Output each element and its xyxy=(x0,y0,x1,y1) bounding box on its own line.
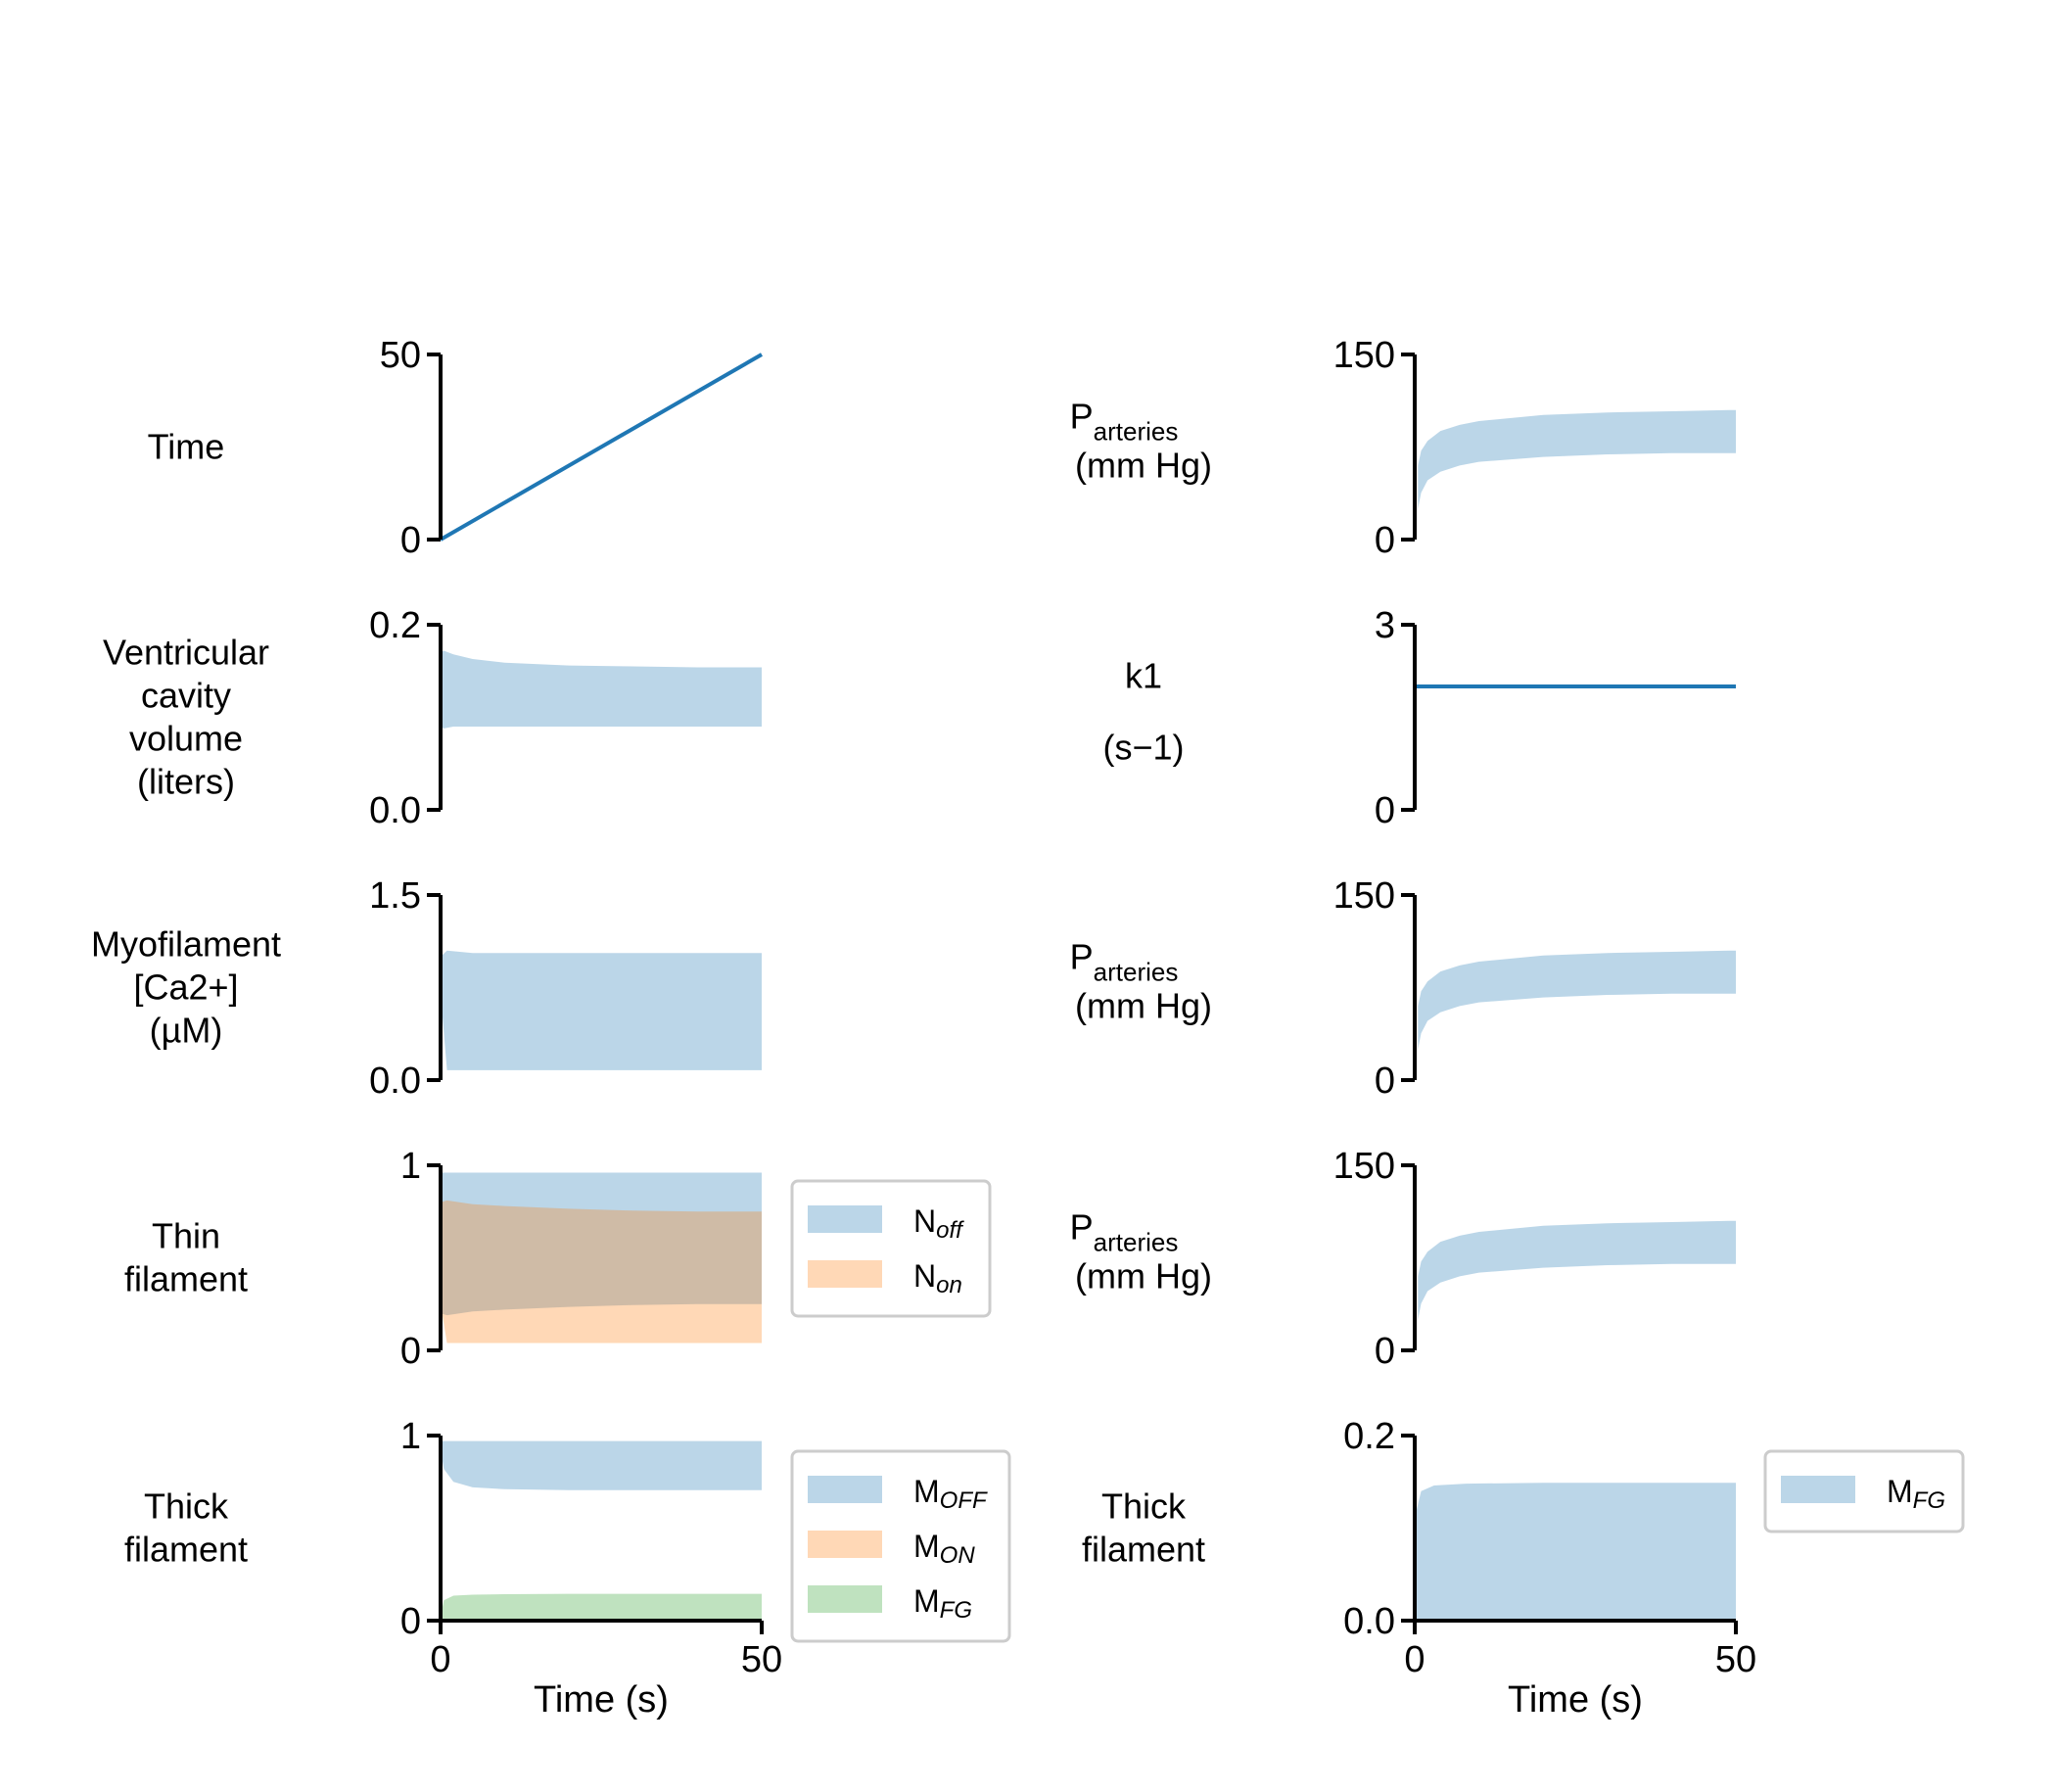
y-tick-label-calcium: 1.5 xyxy=(369,875,421,917)
legend-swatch-thick2-0 xyxy=(1781,1476,1855,1503)
series-band-p2 xyxy=(1418,950,1736,1050)
y-tick-label-k1: 3 xyxy=(1375,605,1395,646)
y-label-calcium-0: Myofilament xyxy=(91,924,281,965)
y-label-units-k1: (s−1) xyxy=(1102,728,1184,768)
y-label-volume-0: Ventricular xyxy=(103,633,269,673)
series-band-p1 xyxy=(1418,409,1736,509)
y-tick-label-calcium: 0.0 xyxy=(369,1061,421,1102)
y-tick-label-thick2: 0.2 xyxy=(1343,1416,1395,1457)
y-label-volume-2: volume xyxy=(129,719,243,759)
legend-box-thick2 xyxy=(1763,1449,1965,1533)
y-tick-label-thick: 1 xyxy=(400,1416,421,1457)
legend-swatch-thick-2 xyxy=(808,1585,882,1613)
y-tick-label-p3: 0 xyxy=(1375,1331,1395,1372)
legend-box-thick xyxy=(790,1449,1011,1643)
y-tick-label-thick: 0 xyxy=(400,1601,421,1642)
y-tick-label-p3: 150 xyxy=(1333,1146,1395,1187)
x-tick-label-thick2: 0 xyxy=(1404,1639,1425,1680)
legend-label-thin-1: Non xyxy=(913,1258,962,1298)
y-label-thin-1: filament xyxy=(124,1259,248,1299)
x-tick-label-thick: 0 xyxy=(430,1639,450,1680)
y-tick-label-p1: 0 xyxy=(1375,520,1395,561)
y-tick-label-k1: 0 xyxy=(1375,790,1395,831)
y-label-thick-0: Thick xyxy=(144,1486,229,1527)
y-label-thick2-0: Thick xyxy=(1101,1486,1187,1527)
legend-box-thin xyxy=(790,1179,992,1318)
y-tick-label-volume: 0.2 xyxy=(369,605,421,646)
y-label-calcium-1: [Ca2+] xyxy=(133,967,238,1008)
y-label-calcium-2: (µM) xyxy=(150,1011,223,1051)
series-band-volume xyxy=(441,650,762,729)
legend-label-thin-0: Noff xyxy=(913,1203,964,1244)
y-label-thick2-1: filament xyxy=(1082,1530,1205,1570)
series-band-calcium xyxy=(441,950,762,1070)
y-label-thin-0: Thin xyxy=(152,1216,220,1256)
y-label-volume-1: cavity xyxy=(141,676,231,716)
x-tick-label-thick: 50 xyxy=(741,1639,782,1680)
panel-p2: 150 0 Parteries(mm Hg) xyxy=(1070,875,1736,1102)
series-band-thin-Noff xyxy=(441,1172,762,1316)
panel-p1: 150 0 Parteries(mm Hg) xyxy=(1070,335,1736,561)
y-tick-label-p1: 150 xyxy=(1333,335,1395,376)
legend-label-thick-2: MFG xyxy=(913,1583,972,1624)
series-line-time xyxy=(440,353,763,542)
y-label-volume-3: (liters) xyxy=(137,762,235,802)
series-band-thin-Non xyxy=(441,1200,762,1344)
legend-swatch-thin-0 xyxy=(808,1205,882,1233)
y-tick-label-p2: 0 xyxy=(1375,1061,1395,1102)
y-label-time: Time xyxy=(148,427,225,467)
y-tick-label-time: 50 xyxy=(380,335,421,376)
x-axis-label-thick2: Time (s) xyxy=(1508,1679,1643,1721)
legend-swatch-thick-1 xyxy=(808,1531,882,1558)
series-band-thick-MOFF xyxy=(441,1440,762,1490)
y-tick-label-volume: 0.0 xyxy=(369,790,421,831)
x-tick-label-thick2: 50 xyxy=(1715,1639,1756,1680)
y-tick-label-thick2: 0.0 xyxy=(1343,1601,1395,1642)
legend-label-thick-0: MOFF xyxy=(913,1474,988,1514)
y-tick-label-time: 0 xyxy=(400,520,421,561)
y-label-p1: Parteries xyxy=(1070,397,1179,447)
y-tick-label-p2: 150 xyxy=(1333,875,1395,917)
y-label-k1: k1 xyxy=(1125,656,1162,696)
legend-swatch-thin-1 xyxy=(808,1260,882,1288)
y-label-p3: Parteries xyxy=(1070,1207,1179,1257)
panel-p3: 150 0 Parteries(mm Hg) xyxy=(1070,1146,1736,1372)
y-label-units-p1: (mm Hg) xyxy=(1075,446,1212,486)
legend-label-thick2-0: MFG xyxy=(1887,1474,1945,1514)
series-band-thick2-MFG xyxy=(1415,1483,1736,1621)
panel-calcium: 1.5 0.0 Myofilament[Ca2+](µM) xyxy=(91,875,762,1102)
panel-k1: 3 0 k1 (s−1) xyxy=(1102,605,1736,831)
y-label-thick-1: filament xyxy=(124,1530,248,1570)
y-label-p2: Parteries xyxy=(1070,937,1179,987)
y-label-units-p3: (mm Hg) xyxy=(1075,1256,1212,1297)
series-band-p3 xyxy=(1418,1220,1736,1320)
y-tick-label-thin: 1 xyxy=(400,1146,421,1187)
legend-swatch-thick-0 xyxy=(808,1476,882,1503)
y-label-units-p2: (mm Hg) xyxy=(1075,986,1212,1026)
panel-time: 50 0 Time xyxy=(148,335,763,561)
legend-label-thick-1: MON xyxy=(913,1529,975,1569)
y-tick-label-thin: 0 xyxy=(400,1331,421,1372)
x-axis-label-thick: Time (s) xyxy=(534,1679,669,1721)
series-band-thick-MFG xyxy=(441,1593,762,1621)
